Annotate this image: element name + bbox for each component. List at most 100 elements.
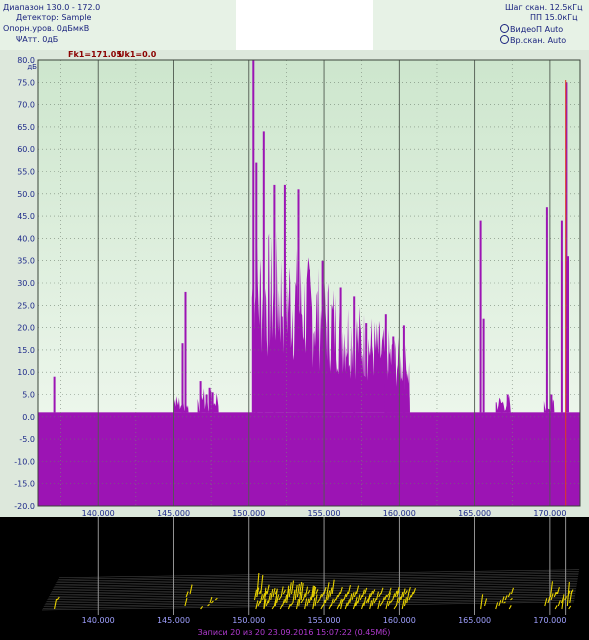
spectrum-peak bbox=[205, 394, 208, 413]
waterfall-signal-trace bbox=[359, 594, 363, 601]
waterfall-signal-trace bbox=[387, 592, 392, 601]
waterfall-record-line bbox=[56, 574, 579, 583]
scan-step-label: Шаг скан. bbox=[505, 3, 548, 12]
waterfall-signal-trace bbox=[290, 602, 294, 607]
spectrum-peak bbox=[255, 162, 258, 413]
waterfall-signal-trace bbox=[211, 600, 214, 604]
waterfall-signal-trace bbox=[384, 594, 388, 601]
reference-level-row: Опорн.уров. 0дБмкВ bbox=[3, 24, 89, 34]
waterfall-signal-trace bbox=[259, 594, 263, 604]
waterfall-signal-trace bbox=[408, 595, 412, 601]
spectrum-peak bbox=[392, 336, 395, 413]
a-circle-icon bbox=[500, 35, 509, 44]
waterfall-signal-trace bbox=[407, 587, 411, 595]
y-tick-label: 30.0 bbox=[17, 279, 35, 288]
spectrum-peak bbox=[262, 131, 265, 413]
waterfall-signal-trace bbox=[364, 587, 368, 595]
waterfall-signal-trace bbox=[501, 596, 505, 604]
waterfall-signal-trace bbox=[379, 602, 383, 607]
spectrum-peak bbox=[339, 287, 342, 413]
waterfall-signal-trace bbox=[292, 589, 296, 604]
video-bandwidth-row[interactable]: ВидеоП Auto bbox=[500, 24, 563, 35]
waterfall-signal-trace bbox=[372, 589, 376, 595]
waterfall-signal-trace bbox=[567, 590, 571, 598]
waterfall-signal-trace bbox=[263, 599, 267, 610]
waterfall-signal-trace bbox=[355, 600, 359, 607]
waterfall-x-tick-label: 150.000 bbox=[232, 616, 265, 625]
spectrum-peak bbox=[321, 260, 324, 413]
waterfall-signal-trace bbox=[401, 598, 405, 610]
waterfall-signal-trace bbox=[402, 588, 406, 598]
waterfall-signal-trace bbox=[296, 583, 300, 598]
spectrum-peak bbox=[297, 189, 300, 413]
waterfall-signal-trace bbox=[262, 593, 266, 601]
waterfall-signal-trace bbox=[316, 599, 320, 604]
waterfall-signal-trace bbox=[389, 599, 393, 604]
waterfall-signal-trace bbox=[365, 598, 369, 604]
range-value: 130.0 - 172.0 bbox=[46, 3, 101, 12]
waterfall-record-line bbox=[53, 579, 578, 589]
waterfall-signal-trace bbox=[184, 597, 188, 607]
spectrum-peak bbox=[560, 220, 563, 413]
waterfall-signal-trace bbox=[256, 587, 260, 598]
spectrum-chart[interactable]: 80.0 75.0 70.0 65.0 60.0 55.0 50.0 45.0 40.0 35.0… bbox=[0, 50, 589, 517]
waterfall-signal-trace bbox=[484, 598, 488, 607]
waterfall-signal-trace bbox=[302, 593, 306, 601]
waterfall-signal-trace bbox=[312, 585, 316, 598]
y-tick-label: 60.0 bbox=[17, 145, 35, 154]
waterfall-signal-trace bbox=[307, 589, 311, 595]
waterfall-signal-trace bbox=[310, 585, 314, 601]
waterfall-signal-trace bbox=[333, 598, 337, 604]
waterfall-signal-trace bbox=[331, 579, 335, 595]
waterfall-signal-trace bbox=[270, 588, 274, 601]
spectrum-peak bbox=[482, 318, 485, 413]
spectrum-peak bbox=[365, 323, 368, 413]
x-tick-label: 170.000 bbox=[533, 509, 566, 517]
waterfall-signal-trace bbox=[312, 597, 316, 610]
waterfall-signal-trace bbox=[335, 595, 339, 601]
y-tick-label: 65.0 bbox=[17, 123, 35, 132]
waterfall-signal-trace bbox=[347, 599, 351, 607]
waterfall-signal-trace bbox=[299, 581, 303, 595]
attenuation-label: Атт. bbox=[22, 35, 40, 44]
waterfall-signal-trace bbox=[373, 598, 377, 604]
spectrum-peak bbox=[565, 82, 568, 413]
waterfall-signal-trace bbox=[304, 586, 309, 598]
waterfall-signal-trace bbox=[504, 595, 508, 601]
waterfall-signal-trace bbox=[410, 591, 414, 598]
waterfall-signal-trace bbox=[385, 600, 389, 610]
waterfall-signal-trace bbox=[361, 602, 365, 610]
bandwidth-row: ПП 15.0кГц bbox=[530, 13, 578, 23]
waterfall-signal-trace bbox=[288, 582, 292, 598]
waterfall-signal-trace bbox=[294, 584, 298, 601]
spectrum-peak bbox=[181, 343, 184, 413]
waterfall-record-line bbox=[54, 578, 578, 587]
y-tick-label: 25.0 bbox=[17, 301, 35, 310]
waterfall-signal-trace bbox=[253, 589, 258, 601]
scan-time-row[interactable]: Вр.скан. Auto bbox=[500, 35, 566, 46]
waterfall-signal-trace bbox=[353, 591, 357, 598]
spectrum-peak bbox=[184, 291, 187, 413]
waterfall-x-tick-label: 145.000 bbox=[157, 616, 190, 625]
attenuation-row: ΨАтт. 0дБ bbox=[16, 35, 58, 45]
waterfall-signal-trace bbox=[371, 597, 375, 607]
waterfall-signal-trace bbox=[369, 600, 373, 610]
waterfall-signal-trace bbox=[257, 600, 261, 607]
y-tick-label: 10.0 bbox=[17, 368, 35, 377]
spectrum-peak bbox=[211, 392, 214, 413]
waterfall-signal-trace bbox=[322, 599, 326, 607]
spectrum-signal-cluster bbox=[251, 231, 410, 413]
waterfall-signal-trace bbox=[343, 593, 347, 601]
waterfall-signal-trace bbox=[323, 586, 327, 595]
bandwidth-label: ПП bbox=[530, 13, 543, 22]
waterfall-signal-trace bbox=[255, 600, 259, 610]
spectrum-peak bbox=[283, 184, 286, 413]
waterfall-signal-trace bbox=[412, 588, 416, 595]
waterfall-signal-trace bbox=[286, 588, 290, 601]
waterfall-signal-trace bbox=[480, 594, 484, 610]
waterfall-status-text: Записи 20 из 20 23.09.2016 15:07:22 (0.4… bbox=[198, 628, 391, 637]
waterfall-signal-trace bbox=[510, 597, 513, 601]
waterfall-signal-trace bbox=[375, 591, 379, 601]
waterfall-panel[interactable]: 140.000 145.000 150.000 155.000 160.000 165.0… bbox=[0, 517, 589, 640]
waterfall-x-tick-label: 165.000 bbox=[458, 616, 491, 625]
